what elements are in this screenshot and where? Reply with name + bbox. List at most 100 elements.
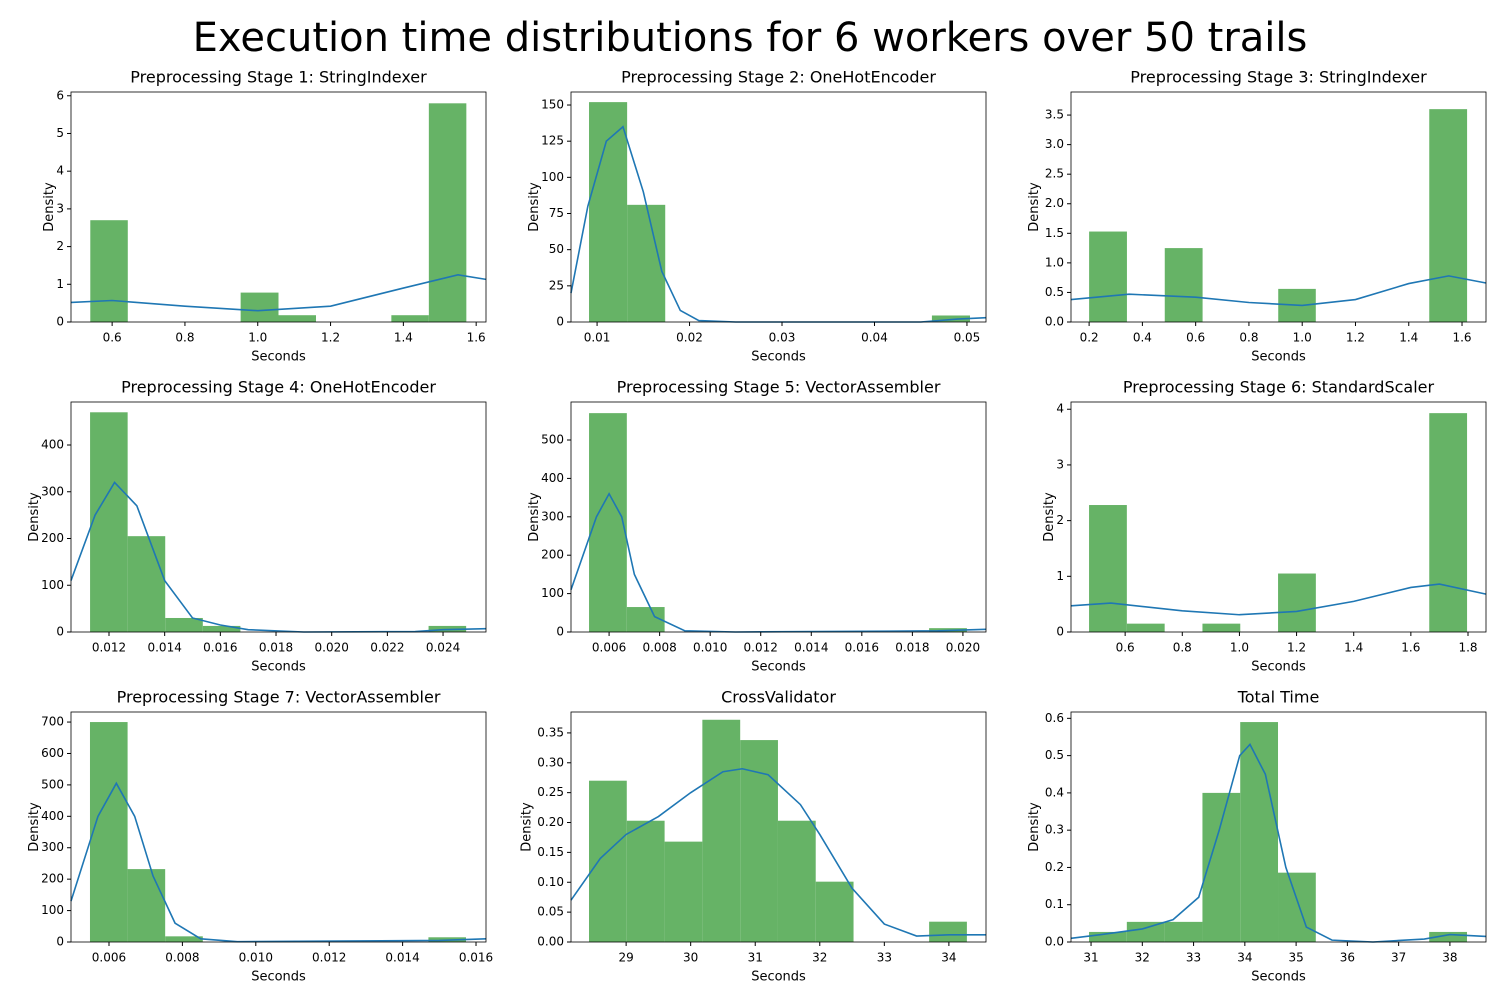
y-tick-label: 1 (56, 277, 64, 291)
x-tick-label: 0.006 (592, 641, 626, 655)
y-tick-label: 0.5 (1045, 285, 1064, 299)
x-axis-label: Seconds (251, 660, 306, 675)
x-tick-label: 33 (1186, 951, 1201, 965)
x-tick-label: 0.016 (203, 641, 237, 655)
kde-line (570, 125, 987, 323)
y-axis-label: Density (27, 492, 42, 542)
x-tick-label: 29 (618, 951, 633, 965)
y-tick-label: 0.0 (1045, 935, 1064, 949)
x-tick-label: 0.05 (954, 331, 981, 345)
y-tick-label: 6 (56, 88, 64, 102)
y-tick-label: 400 (541, 471, 564, 485)
y-axis-label: Density (42, 182, 57, 232)
subplot-title: Total Time (1237, 688, 1320, 707)
y-tick-label: 300 (41, 484, 64, 498)
y-tick-label: 0.35 (537, 725, 564, 739)
y-tick-label: 0.00 (537, 935, 564, 949)
y-tick-label: 0.4 (1045, 785, 1064, 799)
bar (240, 292, 279, 322)
kde-line (1070, 275, 1487, 307)
y-tick-label: 0.6 (1045, 711, 1064, 725)
x-tick-label: 0.020 (946, 641, 980, 655)
y-tick-label: 500 (541, 433, 564, 447)
bar (127, 869, 166, 942)
y-tick-label: 0.05 (537, 905, 564, 919)
bar (1089, 231, 1127, 322)
bar (929, 921, 967, 942)
y-tick-label: 3 (56, 201, 64, 215)
y-axis-label: Density (527, 492, 542, 542)
x-axis-label: Seconds (751, 350, 806, 365)
bar (1278, 573, 1316, 632)
x-tick-label: 32 (1135, 951, 1150, 965)
subplot-title: Preprocessing Stage 5: VectorAssembler (617, 378, 941, 397)
kde-line (70, 781, 487, 943)
y-tick-label: 0.2 (1045, 860, 1064, 874)
axes-frame (70, 711, 487, 943)
bar (127, 536, 166, 632)
kde-line (570, 767, 986, 937)
x-tick-label: 37 (1391, 951, 1406, 965)
y-tick-label: 0 (556, 625, 564, 639)
bar (1240, 722, 1279, 942)
bar (589, 780, 627, 942)
y-tick-label: 125 (541, 134, 564, 148)
y-axis-label: Density (1027, 802, 1042, 852)
x-tick-label: 0.020 (315, 641, 349, 655)
x-tick-label: 0.6 (1116, 641, 1135, 655)
axes-frame (1070, 711, 1487, 943)
y-tick-label: 2 (56, 239, 64, 253)
axes-frame (70, 91, 487, 323)
x-tick-label: 0.014 (147, 641, 181, 655)
x-axis-label: Seconds (751, 970, 806, 985)
x-tick-label: 0.010 (693, 641, 727, 655)
y-tick-label: 100 (541, 586, 564, 600)
x-tick-label: 1.4 (1399, 331, 1418, 345)
x-axis-label: Seconds (251, 350, 306, 365)
bar (165, 617, 203, 632)
y-tick-label: 0.3 (1045, 823, 1064, 837)
y-tick-label: 5 (56, 126, 64, 140)
y-tick-label: 500 (41, 777, 64, 791)
bar (1278, 872, 1316, 942)
subplot-title: Preprocessing Stage 7: VectorAssembler (117, 688, 441, 707)
kde-line (570, 492, 987, 633)
subplot-title: Preprocessing Stage 1: StringIndexer (130, 68, 427, 87)
kde-line (70, 481, 487, 633)
y-tick-label: 0.25 (537, 785, 564, 799)
bar (777, 820, 816, 942)
x-tick-label: 36 (1340, 951, 1355, 965)
x-tick-label: 0.012 (92, 641, 126, 655)
x-tick-label: 1.2 (1346, 331, 1365, 345)
subplot-title: CrossValidator (721, 688, 836, 707)
x-tick-label: 0.8 (1173, 641, 1192, 655)
x-tick-label: 32 (812, 951, 827, 965)
y-tick-label: 0.10 (537, 875, 564, 889)
x-tick-label: 0.016 (459, 951, 493, 965)
x-tick-label: 1.0 (1230, 641, 1249, 655)
y-tick-label: 200 (41, 531, 64, 545)
x-tick-label: 35 (1288, 951, 1303, 965)
bar (702, 719, 741, 942)
bar (815, 881, 854, 942)
y-tick-label: 100 (41, 903, 64, 917)
y-tick-label: 700 (41, 715, 64, 729)
x-tick-label: 31 (1083, 951, 1098, 965)
x-tick-label: 0.022 (370, 641, 404, 655)
x-tick-label: 1.2 (321, 331, 340, 345)
y-tick-label: 75 (549, 206, 564, 220)
x-tick-label: 0.016 (845, 641, 879, 655)
x-tick-label: 0.4 (1133, 331, 1152, 345)
bar (89, 722, 128, 942)
y-tick-label: 400 (41, 438, 64, 452)
bar (1202, 792, 1241, 942)
x-tick-label: 0.8 (1239, 331, 1258, 345)
bar (90, 220, 128, 322)
y-tick-label: 0.0 (1045, 315, 1064, 329)
x-tick-label: 30 (683, 951, 698, 965)
x-tick-label: 0.008 (165, 951, 199, 965)
bar (1164, 921, 1203, 942)
y-axis-label: Density (1027, 182, 1042, 232)
kde-line (1070, 583, 1487, 616)
y-tick-label: 0.30 (537, 755, 564, 769)
